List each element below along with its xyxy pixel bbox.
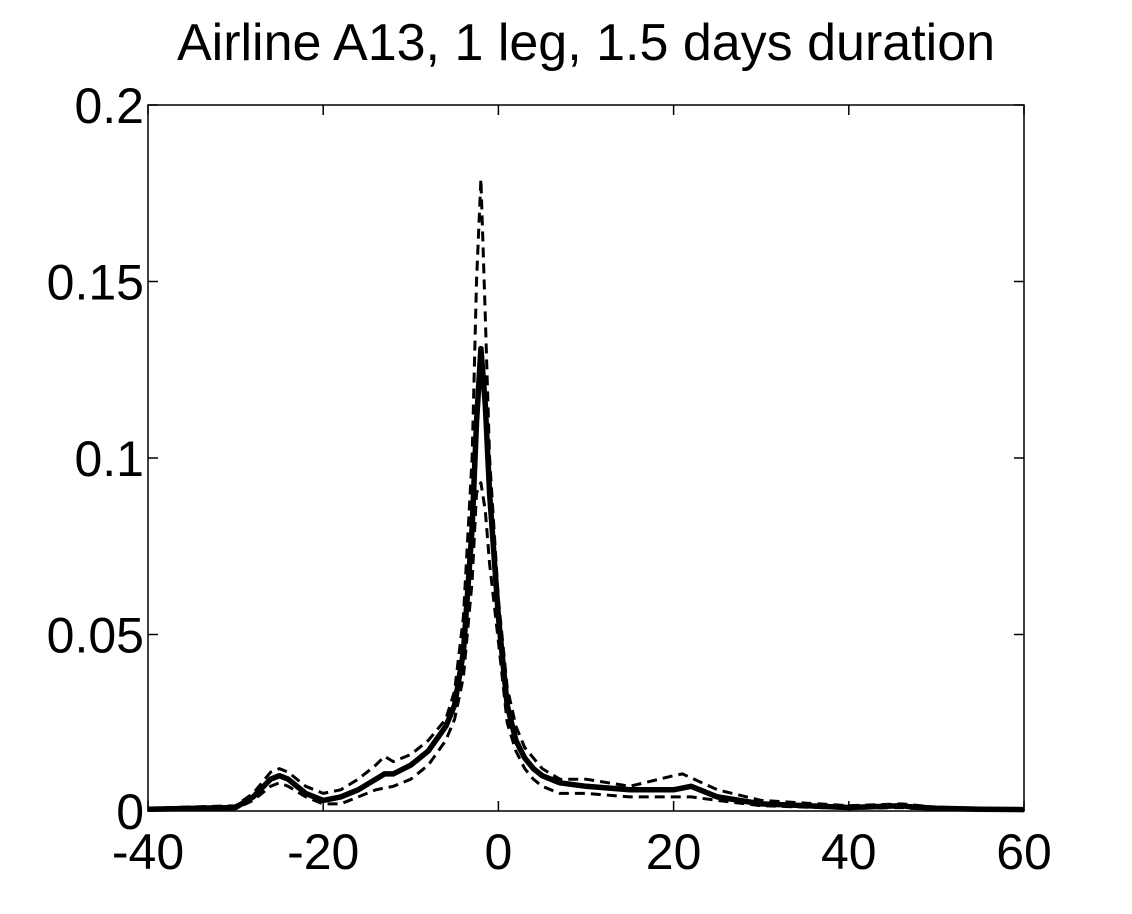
plot-area-frame bbox=[147, 104, 1025, 812]
y-tick-label: 0.15 bbox=[47, 255, 144, 311]
axis-ticks bbox=[147, 104, 1025, 812]
x-tick-label: 40 bbox=[821, 824, 877, 880]
x-tick-label: -20 bbox=[287, 824, 359, 880]
series-lines bbox=[147, 177, 1025, 813]
x-tick-label: 60 bbox=[996, 824, 1052, 880]
chart-title: Airline A13, 1 leg, 1.5 days duration bbox=[177, 14, 995, 72]
x-tick-label: 0 bbox=[484, 824, 512, 880]
y-tick-label: 0 bbox=[116, 784, 144, 840]
series-line-dashed bbox=[147, 177, 1025, 811]
x-tick-label: -40 bbox=[112, 824, 184, 880]
y-tick-label: 0.05 bbox=[47, 608, 144, 664]
y-tick-label: 0.2 bbox=[74, 78, 144, 134]
series-line-dashed bbox=[147, 481, 1025, 812]
x-tick-label: 20 bbox=[646, 824, 702, 880]
tick-labels: -40 -20 0 20 40 60 0 0.05 0.1 0.15 0.2 bbox=[47, 78, 1052, 880]
y-tick-label: 0.1 bbox=[74, 431, 144, 487]
series-line-solid bbox=[147, 345, 1025, 813]
